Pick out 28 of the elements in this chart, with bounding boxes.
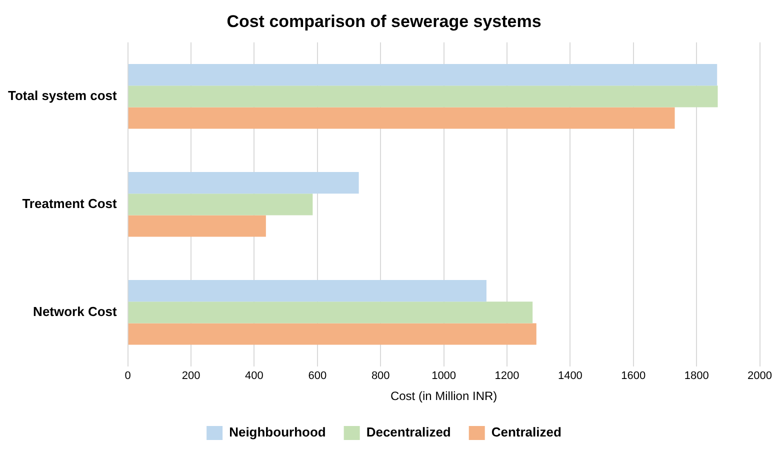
x-tick-label: 400	[245, 370, 264, 382]
x-tick-label: 2000	[748, 370, 772, 382]
y-tick-label: Network Cost	[33, 304, 118, 319]
x-axis-title: Cost (in Million INR)	[390, 389, 498, 404]
x-tick-label: 200	[182, 370, 200, 382]
x-tick-label: 800	[371, 370, 390, 382]
legend-label: Centralized	[491, 424, 562, 440]
bar	[128, 280, 486, 302]
x-tick-label: 0	[124, 370, 131, 382]
x-tick-label: 600	[308, 370, 327, 382]
y-tick-label: Treatment Cost	[22, 196, 118, 211]
bar	[128, 323, 536, 345]
bar	[128, 64, 718, 86]
x-tick-label: 1200	[494, 370, 520, 382]
x-tick-label: 1800	[684, 370, 709, 382]
x-tick-label: 1000	[432, 370, 456, 382]
bar	[128, 302, 533, 324]
y-tick-label: Total system cost	[8, 88, 118, 103]
bar	[128, 194, 313, 216]
x-tick-label: 1400	[558, 370, 582, 382]
bar	[128, 107, 675, 129]
x-tick-label: 1600	[621, 370, 646, 382]
bar	[128, 215, 266, 237]
legend-label: Decentralized	[366, 424, 451, 440]
chart-title: Cost comparison of sewerage systems	[226, 12, 542, 31]
bar	[128, 172, 359, 194]
legend-label: Neighbourhood	[229, 424, 326, 440]
bar	[128, 86, 718, 108]
